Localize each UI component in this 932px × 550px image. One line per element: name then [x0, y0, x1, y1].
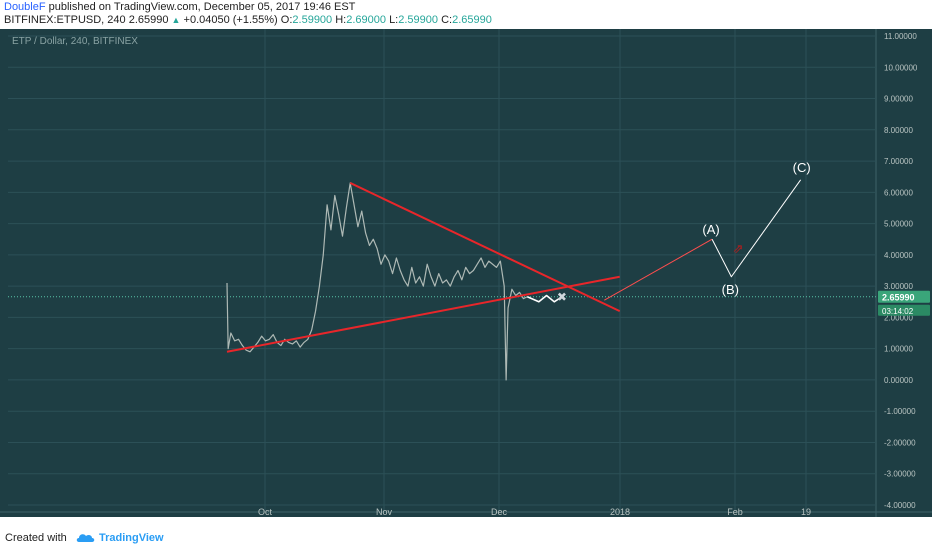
symbol-info: BITFINEX:ETPUSD, 240 2.65990 ▲ +0.04050 …	[4, 14, 492, 26]
wave-label-a: (A)	[702, 222, 719, 237]
y-tick-label: 6.00000	[884, 188, 913, 197]
y-tick-label: -2.00000	[884, 438, 916, 447]
last-price-badge	[878, 290, 930, 303]
countdown-badge	[878, 304, 930, 316]
change-value: +0.04050 (+1.55%)	[183, 14, 278, 26]
wave-label-b: (B)	[722, 282, 739, 297]
close-value: 2.65990	[452, 14, 492, 26]
open-label: O:	[280, 14, 293, 26]
up-arrow-icon: ▲	[171, 15, 181, 25]
x-tick-label: Oct	[258, 507, 273, 517]
y-tick-label: 10.00000	[884, 63, 918, 72]
chart-background	[0, 29, 932, 517]
x-tick-label: Feb	[727, 507, 743, 517]
price-axis-background	[876, 29, 932, 517]
y-tick-label: 11.00000	[884, 32, 917, 41]
y-tick-label: 9.00000	[884, 95, 913, 104]
projected-path-curve	[526, 294, 563, 303]
x-tick-label: Dec	[491, 507, 508, 517]
y-tick-label: 7.00000	[884, 157, 913, 166]
projection-wave-a	[604, 238, 713, 301]
author-link[interactable]: DoubleF	[4, 1, 46, 13]
x-tick-label: 19	[801, 507, 811, 517]
y-tick-label: -4.00000	[884, 501, 916, 510]
y-tick-label: -1.00000	[884, 407, 916, 416]
y-tick-label: 1.00000	[884, 345, 913, 354]
price-chart[interactable]: 11.00000 10.00000 9.00000 8.00000 7.00000 6.0…	[0, 29, 932, 517]
y-tick-label: -3.00000	[884, 470, 916, 479]
tradingview-brand[interactable]: TradingView	[99, 532, 164, 544]
chart-area[interactable]: 11.00000 10.00000 9.00000 8.00000 7.00000 6.0…	[0, 29, 932, 517]
y-tick-label: 2.00000	[884, 313, 913, 322]
countdown-label: 03:14:02	[882, 307, 914, 316]
chart-title: ETP / Dollar, 240, BITFINEX	[12, 36, 138, 47]
price-value: 2.65990	[128, 14, 169, 26]
publish-header: DoubleF published on TradingView.com, De…	[0, 0, 932, 29]
wave-label-c: (C)	[793, 160, 811, 175]
published-text: published on TradingView.com, December 0…	[45, 1, 356, 13]
price-series-line	[226, 182, 528, 381]
symbol-label: BITFINEX:ETPUSD, 240	[4, 14, 126, 26]
apex-marker-icon: ✖	[557, 290, 567, 304]
y-tick-label: 3.00000	[884, 282, 913, 291]
low-label: L:	[389, 14, 399, 26]
open-value: 2.59900	[292, 14, 333, 26]
x-tick-label: 2018	[610, 507, 630, 517]
close-label: C:	[441, 14, 453, 26]
y-tick-label: 4.00000	[884, 251, 913, 260]
y-tick-label: 8.00000	[884, 126, 913, 135]
y-tick-label: 0.00000	[884, 376, 913, 385]
last-price-label: 2.65990	[882, 292, 915, 302]
created-with-text: Created with	[5, 532, 67, 544]
high-value: 2.69000	[346, 14, 386, 26]
x-tick-label: Nov	[376, 507, 393, 517]
support-trendline	[226, 275, 620, 353]
y-tick-label: 5.00000	[884, 220, 913, 229]
projection-wave-bc	[711, 179, 802, 278]
target-marker-icon: ⇗	[733, 241, 744, 256]
resistance-trendline	[349, 182, 621, 313]
high-label: H:	[335, 14, 347, 26]
publish-info: DoubleF published on TradingView.com, De…	[4, 1, 355, 13]
footer: Created with TradingView	[0, 517, 932, 550]
tradingview-cloud-icon	[76, 534, 95, 542]
low-value: 2.59900	[398, 14, 439, 26]
